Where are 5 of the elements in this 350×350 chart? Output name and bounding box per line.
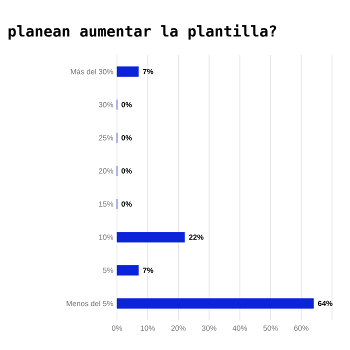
bar	[116, 265, 139, 276]
chart-title: planean aumentar la plantilla?	[8, 24, 276, 40]
bar	[116, 66, 139, 77]
bar	[116, 298, 314, 309]
bar	[116, 232, 185, 242]
